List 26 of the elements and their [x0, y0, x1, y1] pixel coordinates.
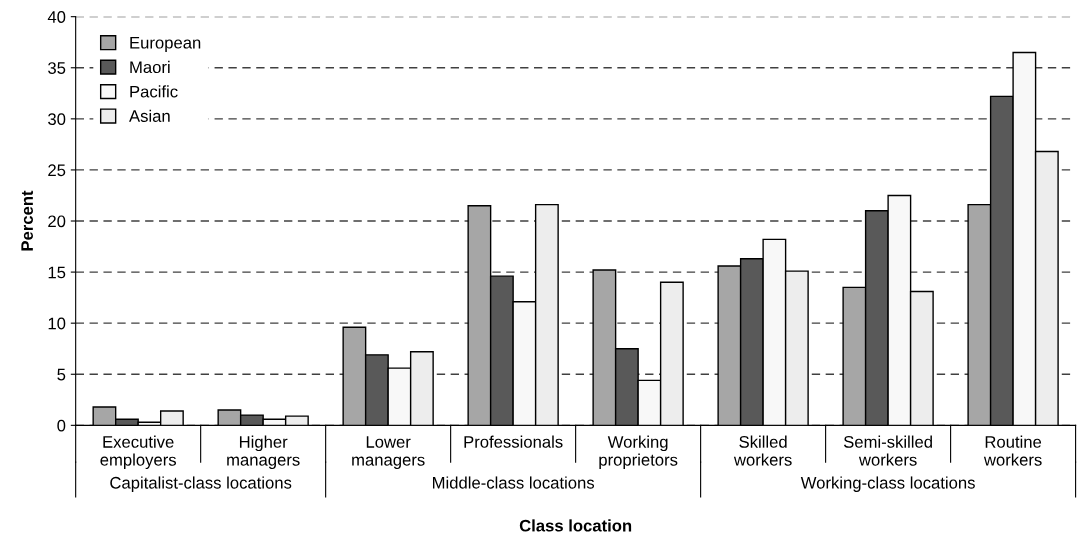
legend-label: European	[130, 36, 201, 52]
x-tick-label: Professionals	[464, 435, 563, 448]
legend-label: Maori	[130, 60, 170, 74]
y-tick-label: 10	[48, 317, 66, 330]
text: Working-class locations	[800, 476, 975, 492]
x-tick-label: Working proprietors	[599, 435, 678, 470]
x-tick-label: Semi-skilled workers	[843, 435, 932, 466]
x-tick-label: Executive employers	[100, 435, 177, 470]
legend-label: Pacific	[130, 85, 178, 98]
y-tick-label: 0	[57, 419, 66, 432]
y-tick-label: 30	[48, 113, 66, 126]
x-tick-label: Higher managers	[227, 435, 300, 470]
text: Middle-class locations	[432, 476, 595, 489]
legend-label: Asian	[129, 109, 170, 122]
y-tick-label: 20	[48, 215, 66, 228]
x-tick-label: Routine workers	[983, 435, 1042, 466]
x-tick-label: Lower managers	[352, 436, 425, 470]
x-axis-title: Class location	[519, 519, 632, 532]
y-tick-label: 35	[48, 62, 66, 74]
y-tick-label: 5	[57, 368, 66, 381]
y-tick-label: 15	[48, 266, 66, 279]
text: Capitalist-class locations	[110, 476, 292, 492]
x-tick-label: Skilled workers	[733, 435, 792, 466]
y-axis-title: Percent	[21, 190, 34, 251]
y-tick-label: 40	[47, 11, 66, 23]
y-tick-label: 25	[48, 164, 66, 177]
